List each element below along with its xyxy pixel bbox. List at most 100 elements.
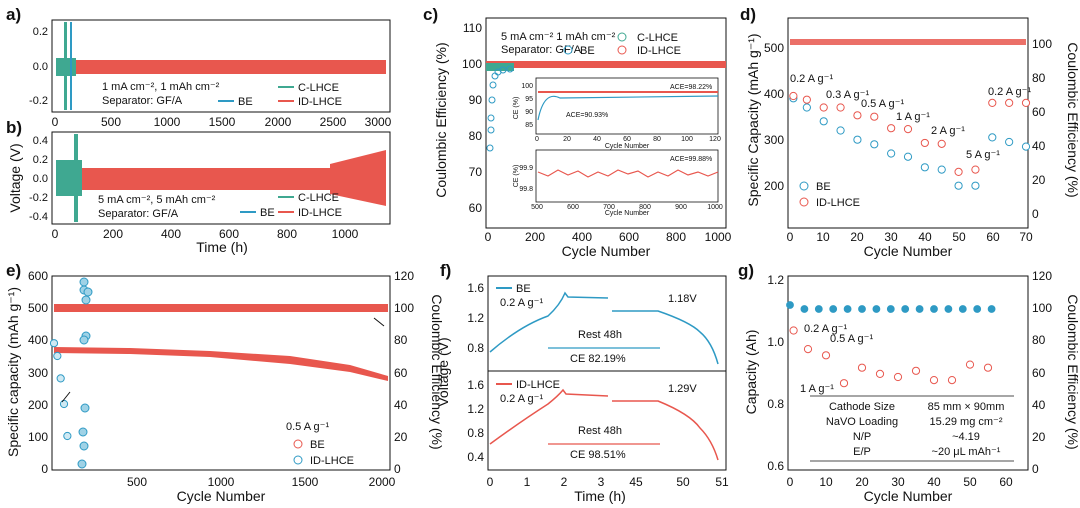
panel-g-table-val: ~20 μL mAh⁻¹ [932,446,1001,458]
panel-b-ytick: 0.4 [33,135,48,147]
panel-e-arrow [61,391,71,403]
panel-d-xtick: 10 [816,230,830,244]
panel-g-point-ce [843,305,852,313]
panel-g-rate: 0.2 A g⁻¹ [804,323,847,335]
inset1-ylabel: CE (%) [513,97,520,120]
inset2-idlhce-line [537,169,719,178]
panel-f-ytick: 0.8 [467,426,484,440]
panel-e-y2tick: 120 [394,269,414,283]
panel-e-y2tick: 100 [394,301,414,315]
panel-g-point-ce [901,305,910,313]
panel-d-ylabel: Specific Capacity (mAh g⁻¹) [745,33,761,206]
panel-d-xtick: 20 [850,230,864,244]
panel-b-legend-label: ID-LHCE [298,207,342,219]
inset1-ytick: 90 [525,109,533,116]
panel-d-ce-band [790,39,1026,45]
panel-b-clhce-spike [74,134,78,222]
panel-g-point-capacity [803,345,813,354]
panel-c-xtick: 800 [666,230,686,244]
panel-d-xtick: 50 [952,230,966,244]
panel-b-clhce-band [56,160,82,196]
panel-c-ytick: 100 [462,57,482,71]
panel-d-rate: 0.2 A g⁻¹ [790,73,833,85]
panel-f-top-ce: CE 82.19% [570,353,626,365]
panel-f-xtick: 2 [561,475,568,489]
panel-d-y2tick: 60 [1032,105,1046,119]
panel-f-label: f) [440,261,451,280]
panel-e-point-be-ce [79,335,89,345]
panel-f-ytick: 1.2 [467,311,484,325]
panel-a-idlhce-band [56,60,386,74]
panel-g-table-val: ~4.19 [952,431,980,443]
panel-c-ytick: 110 [463,21,482,35]
panel-e-ytick: 600 [28,269,48,283]
panel-g-point-ce [987,305,996,313]
panel-a-ytick: 0.0 [33,61,48,73]
panel-a-legend-label: C-LHCE [298,82,339,94]
inset1-ace1: ACE=98.22% [670,84,712,91]
panel-g-point-capacity [965,360,975,369]
panel-c-separator: Separator: GF/A [501,44,582,56]
panel-d-frame [787,17,1029,229]
panel-b-xtick: 200 [103,227,123,241]
panel-g-point-ce [973,305,982,313]
inset2-xtick: 700 [603,204,615,211]
panel-e-points [49,277,93,469]
panel-g-table-val: 85 mm × 90mm [928,401,1005,413]
panel-g-table-key: Cathode Size [829,401,895,413]
panel-b-idlhce-band [56,168,386,190]
panel-a-xtick: 500 [101,115,121,129]
panel-g-point-ce [958,305,967,313]
panel-d-point-id-lhce [802,95,811,104]
panel-g-rate: 1 A g⁻¹ [800,383,834,395]
panel-d-point-id-lhce [954,167,963,176]
panel-g-point-capacity [893,372,903,382]
panel-g-xtick: 50 [963,475,977,489]
panel-g-point-ce [886,305,895,313]
panel-d-point-id-lhce [836,103,845,112]
panel-d-point-be [870,140,879,149]
panel-d-legend-label: BE [816,181,831,193]
panel-f-bottom-name: ID-LHCE [516,379,560,391]
panel-f-ytick: 1.2 [467,402,484,416]
inset2-ace: ACE=99.88% [670,156,712,163]
panel-g-table-key: N/P [853,431,871,443]
panel-f-xlabel: Time (h) [574,488,626,504]
panel-g-y2tick: 40 [1032,398,1046,412]
panel-d-xlabel: Cycle Number [864,243,953,259]
panel-d-legend-swatch [799,181,809,191]
panel-a-xtick: 2500 [320,115,347,129]
panel-c-be-point [487,114,495,122]
panel-e-point-be [49,339,59,348]
panel-e-ytick: 300 [28,366,48,380]
panel-d-ytick: 500 [764,41,784,55]
panel-f-ytick: 1.6 [467,378,484,392]
panel-d-y2tick: 80 [1032,71,1046,85]
panel-c-xtick: 0 [485,230,492,244]
panel-e-point-be [53,351,62,361]
panel-e-xtick: 500 [127,475,147,489]
panel-a-legend-label: ID-LHCE [298,96,342,108]
panel-e-y2label: Coulombic Efficiency (%) [429,294,445,449]
panel-g-ytick: 0.6 [767,459,784,473]
panel-f-xtick: 51 [715,475,729,489]
panel-d-rate: 2 A g⁻¹ [931,125,965,137]
panel-d-rate: 0.3 A g⁻¹ [826,89,869,101]
panel-c-frame [485,17,727,229]
panel-d-ytick: 400 [764,87,784,101]
inset1-xlabel: Cycle Number [605,143,650,150]
panel-g-point-ce [930,305,938,313]
panel-d-xtick: 60 [986,230,1000,244]
inset2-xlabel: Cycle Number [605,210,650,217]
panel-b-separator: Separator: GF/A [98,208,179,220]
panel-e-point-be-ce [80,403,90,413]
inset1-ytick: 85 [525,122,533,129]
panel-f-id-curve [489,388,609,445]
panel-e-arrow [373,317,385,327]
panel-d-point-id-lhce [1005,98,1014,108]
panel-c-inset1: CE (%) 100 95 90 85 0 20 40 60 80 100 12… [513,77,721,150]
panel-a: a) 0.2 0.0 -0.2 0 500 1000 1500 2000 250… [6,5,392,129]
panel-f-id-curve2 [612,400,719,461]
panel-f-be-curve2 [612,310,719,365]
panel-e-ytick: 500 [28,301,48,315]
